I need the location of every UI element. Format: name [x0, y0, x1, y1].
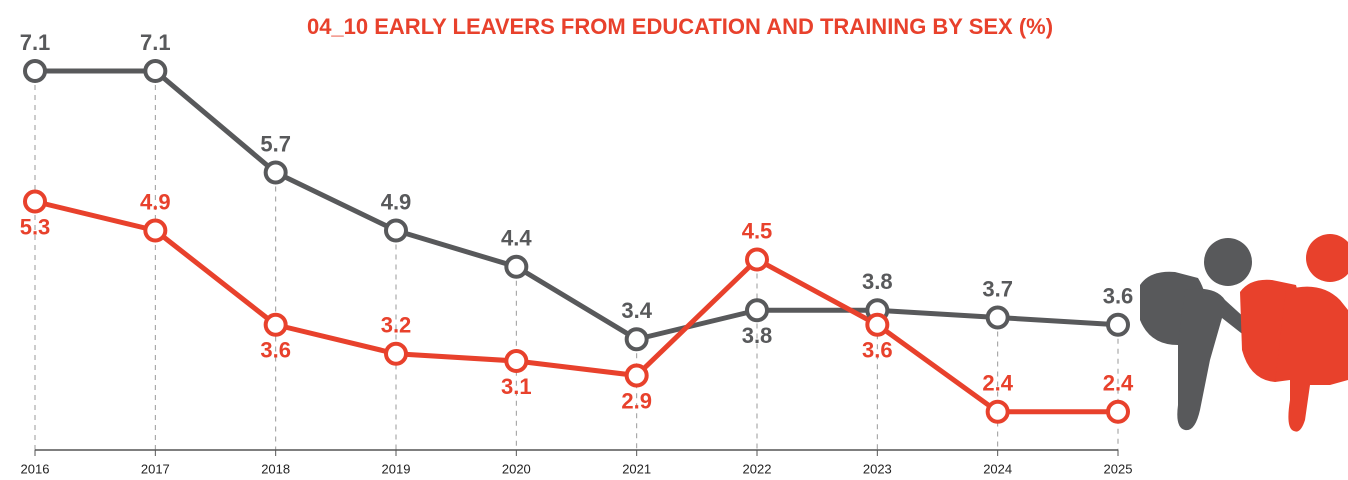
data-label: 4.4	[501, 226, 532, 251]
data-label: 3.2	[381, 313, 412, 338]
point-marker	[504, 254, 529, 279]
data-label: 3.8	[862, 269, 893, 294]
data-label: 3.6	[260, 338, 291, 363]
point-marker	[1106, 312, 1130, 337]
point-marker	[23, 59, 47, 83]
head	[1204, 238, 1252, 286]
series-line	[35, 68, 1119, 342]
data-label: 3.1	[501, 374, 532, 399]
point-marker	[143, 59, 168, 83]
x-tick-label: 2017	[141, 461, 170, 476]
x-tick-label: 2016	[21, 461, 50, 476]
data-label: 7.1	[20, 30, 51, 55]
x-tick-label: 2018	[261, 461, 290, 476]
data-label: 7.1	[140, 30, 171, 55]
x-tick-label: 2025	[1104, 461, 1133, 476]
point-marker	[745, 298, 769, 323]
x-tick-label: 2022	[743, 461, 772, 476]
data-label: 2.9	[621, 388, 652, 413]
x-tick-label: 2024	[983, 461, 1012, 476]
data-label: 2.4	[982, 371, 1013, 396]
chart-title: 04_10 EARLY LEAVERS FROM EDUCATION AND T…	[307, 14, 1053, 39]
point-marker	[745, 247, 769, 272]
data-label: 3.4	[621, 298, 652, 323]
point-marker	[985, 305, 1010, 330]
data-label: 2.4	[1103, 371, 1134, 396]
point-marker	[263, 312, 288, 337]
data-label: 4.9	[140, 189, 171, 214]
point-marker	[985, 399, 1010, 424]
figure-red	[1240, 234, 1348, 432]
data-label: 3.8	[742, 323, 773, 348]
data-label: 5.7	[260, 131, 291, 156]
point-marker	[1106, 399, 1130, 424]
series-line	[34, 199, 1118, 415]
point-marker	[865, 312, 890, 337]
point-marker	[384, 341, 408, 366]
x-tick-label: 2019	[382, 461, 411, 476]
data-label: 4.5	[742, 218, 773, 243]
figure-gray	[1140, 238, 1258, 431]
plot-area: 2016 2017 2018 2019 2020 2021 2022 2023 2024 2025…	[20, 30, 1134, 477]
x-tick-label: 2020	[502, 461, 531, 476]
point-marker	[143, 218, 168, 243]
data-label: 3.6	[1103, 284, 1134, 309]
x-tick-label: 2023	[863, 461, 892, 476]
point-marker	[504, 349, 529, 373]
body	[1275, 286, 1348, 432]
head	[1306, 234, 1348, 282]
point-marker	[624, 363, 649, 388]
body	[1177, 288, 1258, 431]
point-marker	[624, 327, 649, 352]
data-label: 4.9	[381, 189, 412, 214]
data-label: 3.7	[982, 276, 1013, 301]
point-marker	[263, 160, 288, 185]
data-label: 5.3	[20, 214, 51, 239]
point-marker	[384, 218, 408, 243]
x-tick-label: 2021	[622, 461, 651, 476]
guides: 2016 2017 2018 2019 2020 2021 2022 2023 2024 2025	[21, 85, 1133, 476]
data-label: 3.6	[862, 338, 893, 363]
point-marker	[23, 189, 47, 214]
